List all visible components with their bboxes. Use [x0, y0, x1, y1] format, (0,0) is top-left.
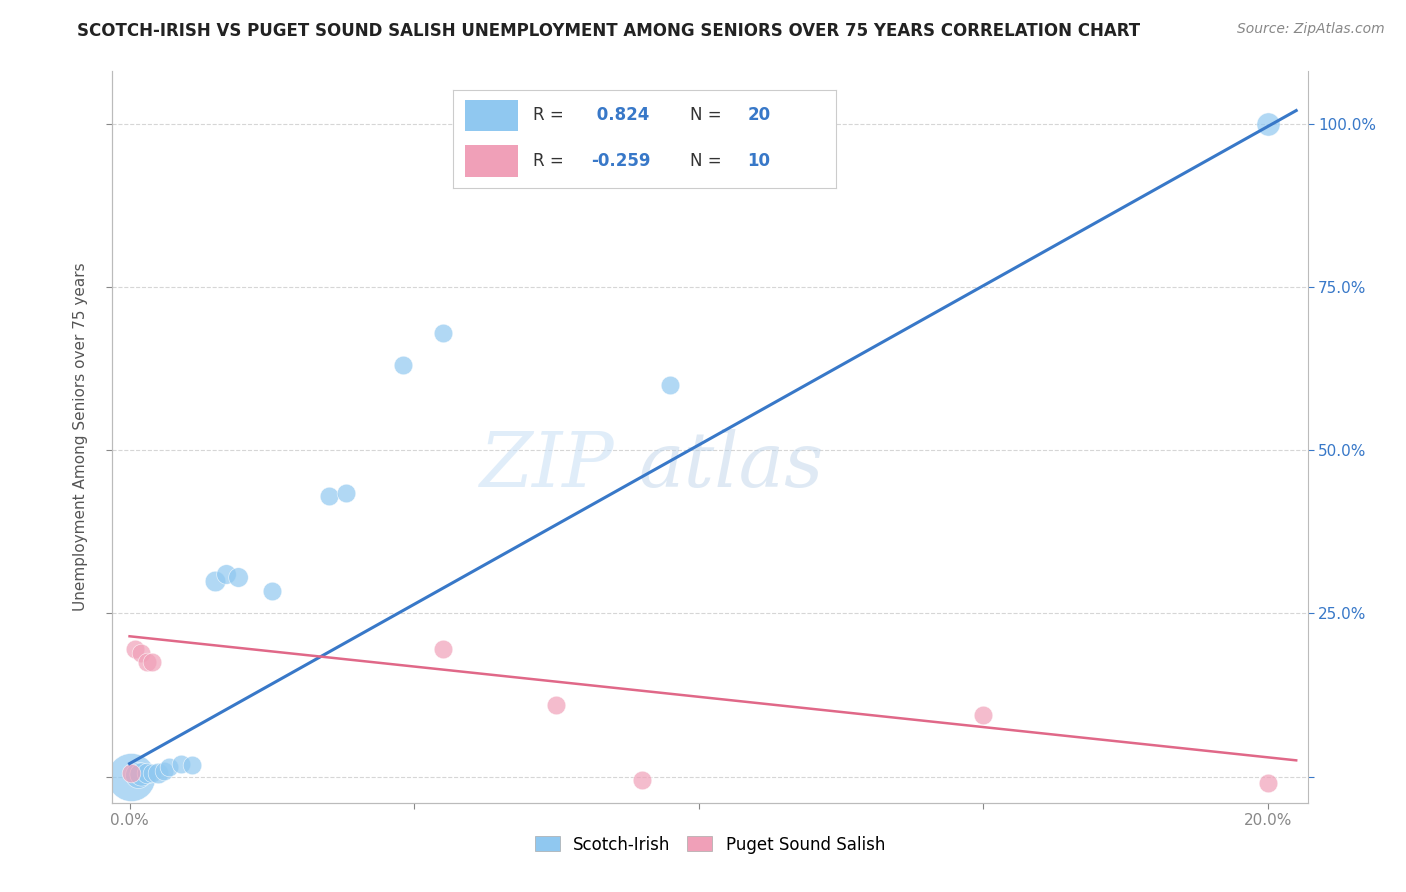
- Point: [146, 765, 169, 780]
- Text: atlas: atlas: [638, 429, 824, 503]
- Point: [630, 772, 652, 787]
- Legend: Scotch-Irish, Puget Sound Salish: Scotch-Irish, Puget Sound Salish: [529, 829, 891, 860]
- Y-axis label: Unemployment Among Seniors over 75 years: Unemployment Among Seniors over 75 years: [73, 263, 89, 611]
- Point: [127, 768, 149, 782]
- Point: [335, 485, 357, 500]
- Point: [432, 326, 454, 340]
- Point: [318, 489, 340, 503]
- Point: [152, 764, 174, 779]
- Point: [260, 583, 283, 598]
- Text: SCOTCH-IRISH VS PUGET SOUND SALISH UNEMPLOYMENT AMONG SENIORS OVER 75 YEARS CORR: SCOTCH-IRISH VS PUGET SOUND SALISH UNEMP…: [77, 22, 1140, 40]
- Point: [215, 567, 238, 582]
- Point: [181, 758, 204, 772]
- Point: [432, 642, 454, 657]
- Point: [120, 770, 142, 784]
- Point: [157, 760, 180, 774]
- Point: [170, 756, 193, 771]
- Point: [391, 358, 413, 372]
- Point: [129, 646, 152, 660]
- Text: ZIP: ZIP: [479, 429, 614, 503]
- Point: [135, 766, 157, 780]
- Point: [1257, 117, 1279, 131]
- Point: [135, 656, 157, 670]
- Point: [204, 574, 226, 588]
- Point: [141, 766, 163, 780]
- Point: [1257, 776, 1279, 790]
- Point: [141, 656, 163, 670]
- Text: Source: ZipAtlas.com: Source: ZipAtlas.com: [1237, 22, 1385, 37]
- Point: [972, 707, 994, 722]
- Point: [659, 377, 682, 392]
- Point: [546, 698, 568, 712]
- Point: [226, 570, 249, 584]
- Point: [124, 642, 146, 657]
- Point: [129, 767, 152, 781]
- Point: [120, 766, 142, 780]
